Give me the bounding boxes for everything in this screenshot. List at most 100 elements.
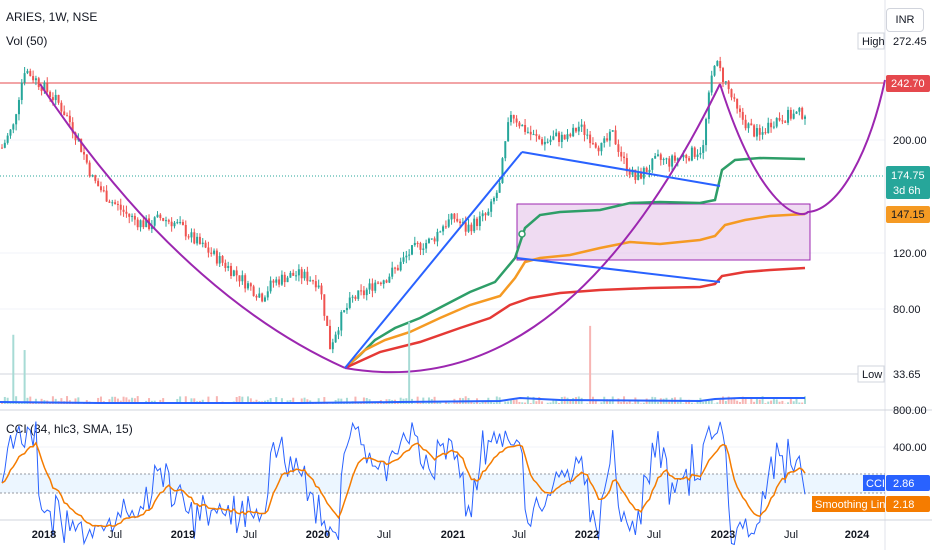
volume-bar xyxy=(23,350,26,404)
volume-bar xyxy=(162,398,165,404)
candle-body xyxy=(611,130,614,132)
volume-bar xyxy=(74,398,77,404)
volume-bar xyxy=(303,397,306,404)
handle-curve[interactable] xyxy=(719,79,886,216)
candle-body xyxy=(286,277,289,283)
candle-body xyxy=(167,220,170,222)
candle-body xyxy=(606,138,609,141)
price-tick: 80.00 xyxy=(893,304,921,316)
volume-bar xyxy=(781,400,784,404)
candle-body xyxy=(204,242,207,248)
volume-bar xyxy=(656,402,659,404)
candle-body xyxy=(787,109,790,123)
volume-bar xyxy=(722,396,725,404)
volume-bar xyxy=(323,397,326,404)
candle-body xyxy=(693,147,696,157)
currency-button[interactable]: INR xyxy=(886,8,924,32)
candle-body xyxy=(690,147,693,161)
volume-bar xyxy=(419,402,422,404)
candle-body xyxy=(145,218,148,228)
candle-body xyxy=(159,214,162,219)
volume-bar xyxy=(804,396,806,404)
candle-body xyxy=(255,295,258,298)
volume-bar xyxy=(682,403,685,404)
volume-bar xyxy=(705,400,708,404)
volume-bar xyxy=(116,398,119,404)
volume-bar xyxy=(99,396,102,404)
candle-body xyxy=(668,158,671,167)
candle-body xyxy=(747,123,750,129)
candle-body xyxy=(637,171,640,180)
candle-body xyxy=(433,238,436,242)
candle-body xyxy=(634,169,637,180)
candle-body xyxy=(696,154,699,157)
candle-body xyxy=(744,119,747,129)
cci-band xyxy=(0,474,885,493)
candle-body xyxy=(97,180,100,187)
candle-body xyxy=(541,139,544,145)
time-tick: 2022 xyxy=(575,529,599,541)
candle-body xyxy=(501,158,504,184)
green-ma-line[interactable] xyxy=(344,156,806,369)
time-tick: 2023 xyxy=(711,529,735,541)
wedge-rise-line[interactable] xyxy=(344,151,523,369)
candle-body xyxy=(603,138,606,143)
volume-bar xyxy=(676,402,679,404)
volume-bar xyxy=(606,399,609,404)
candle-body xyxy=(532,134,535,136)
candle-body xyxy=(529,131,532,135)
wedge-anchor-point[interactable] xyxy=(518,230,526,238)
candle-body xyxy=(221,256,224,263)
volume-bar xyxy=(724,401,727,404)
candle-body xyxy=(88,162,91,177)
candle-body xyxy=(337,330,340,335)
candle-body xyxy=(702,145,705,153)
volume-bar xyxy=(518,401,521,404)
candle-body xyxy=(300,269,303,279)
volume-bar xyxy=(207,396,210,404)
wedge-lower-line[interactable] xyxy=(516,257,721,283)
cup-right-curve[interactable] xyxy=(344,83,721,374)
volume-bar xyxy=(77,397,80,404)
candle-body xyxy=(798,107,801,112)
candle-body xyxy=(722,68,725,83)
resistance-tag-text: 242.70 xyxy=(891,78,925,90)
red-ma-line[interactable] xyxy=(344,266,806,370)
volume-bar xyxy=(97,397,100,404)
candle-body xyxy=(26,70,29,74)
orange-ma-line[interactable] xyxy=(344,212,806,369)
consolidation-box[interactable] xyxy=(516,203,811,261)
candle-body xyxy=(784,121,787,123)
candle-body xyxy=(15,114,18,125)
candle-body xyxy=(29,70,32,77)
volume-bar xyxy=(362,397,365,404)
candle-body xyxy=(385,280,388,283)
candle-body xyxy=(49,91,52,98)
candle-body xyxy=(665,158,668,160)
volume-bar xyxy=(549,402,552,404)
candle-body xyxy=(292,272,295,276)
candle-body xyxy=(558,132,561,142)
candle-body xyxy=(676,158,679,161)
candle-body xyxy=(563,134,566,140)
cci-legend[interactable]: CCI (34, hlc3, SMA, 15) xyxy=(6,422,133,436)
candle-body xyxy=(518,122,521,127)
candle-body xyxy=(66,115,69,117)
candle-body xyxy=(9,129,12,136)
wedge-upper-line[interactable] xyxy=(521,151,721,187)
cup-left-curve[interactable] xyxy=(39,83,346,369)
candle-body xyxy=(227,265,230,268)
candle-body xyxy=(40,87,43,92)
candle-body xyxy=(105,190,108,202)
volume-bar xyxy=(798,402,801,404)
candle-body xyxy=(770,122,773,128)
volume-legend[interactable]: Vol (50) xyxy=(6,34,48,48)
candle-body xyxy=(577,126,580,132)
candle-body xyxy=(481,213,484,217)
volume-bar xyxy=(515,399,518,404)
smoothing-line[interactable] xyxy=(1,441,806,528)
candle-body xyxy=(162,218,165,221)
candle-body xyxy=(546,141,549,143)
candle-body xyxy=(238,275,241,282)
